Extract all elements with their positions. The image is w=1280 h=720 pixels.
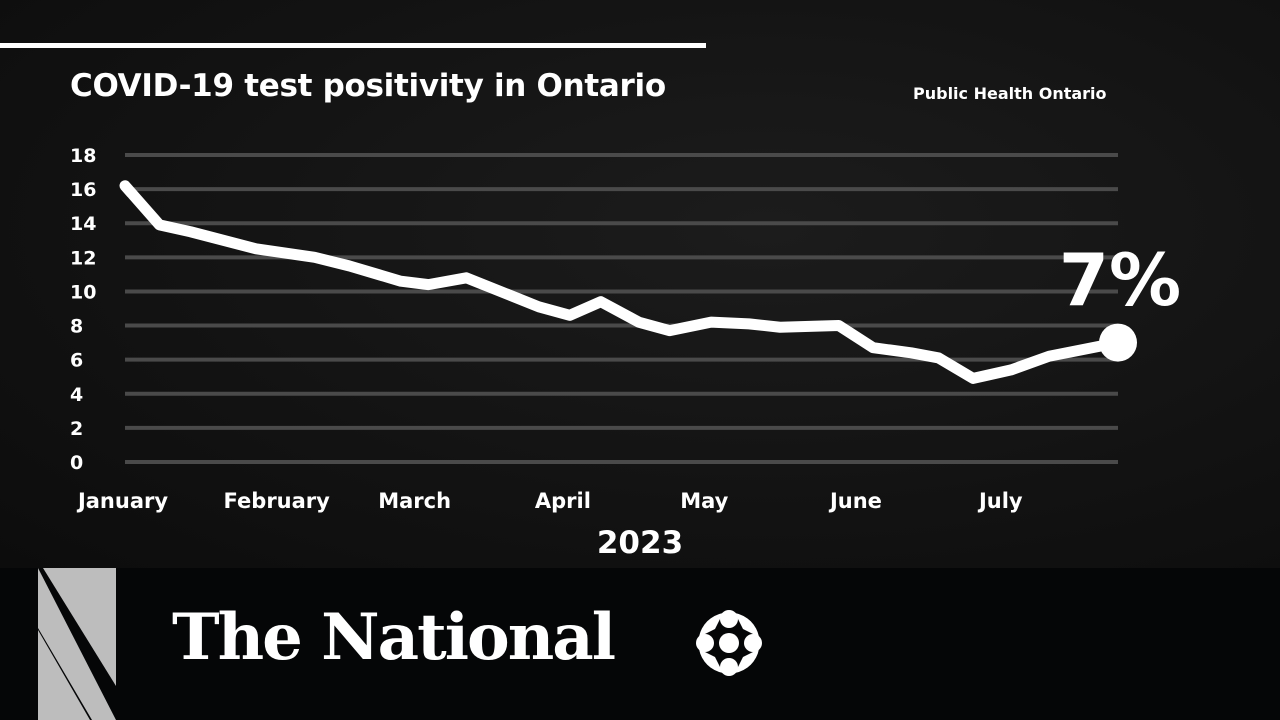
cbc-logo-icon	[696, 610, 762, 676]
y-tick-label: 4	[70, 384, 83, 406]
series-line	[119, 180, 1124, 384]
y-tick-label: 0	[70, 452, 83, 474]
x-axis-label: 2023	[597, 525, 683, 561]
the-national-n-logo	[38, 568, 116, 720]
x-tick-label: February	[224, 489, 331, 513]
line-chart: 0 2 4 6 8 10 12 14 16 18 January February March April…	[70, 145, 1181, 561]
end-point-marker	[1099, 323, 1137, 362]
show-name: The National	[172, 600, 616, 675]
y-tick-label: 6	[70, 350, 83, 372]
chart-title: COVID-19 test positivity in Ontario	[70, 68, 666, 104]
x-tick-label: June	[828, 489, 882, 513]
x-tick-label: January	[76, 489, 168, 513]
chart-stage	[0, 0, 1280, 570]
y-tick-label: 16	[70, 179, 96, 201]
y-tick-label: 8	[70, 316, 83, 338]
title-rule	[0, 43, 706, 48]
y-tick-label: 12	[70, 247, 96, 269]
x-tick-label: March	[378, 489, 451, 513]
x-tick-label: May	[680, 489, 728, 513]
x-tick-label: April	[535, 489, 591, 513]
x-tick-label: July	[977, 489, 1023, 513]
chart-source: Public Health Ontario	[913, 84, 1107, 103]
y-tick-label: 10	[70, 281, 96, 303]
y-tick-label: 14	[70, 213, 96, 235]
footer-bar	[0, 568, 1280, 720]
y-tick-label: 2	[70, 418, 83, 440]
y-tick-label: 18	[70, 145, 96, 167]
value-annotation: 7%	[1059, 238, 1181, 322]
